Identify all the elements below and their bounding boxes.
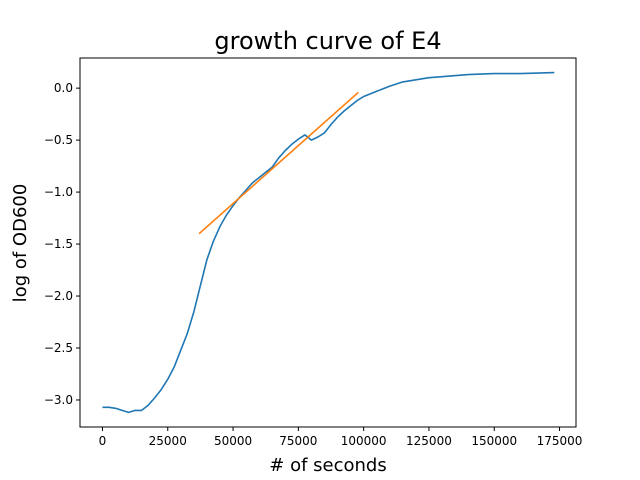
y-tick-label: −2.0	[44, 289, 73, 303]
x-tick-label: 25000	[149, 434, 187, 448]
x-tick-label: 0	[99, 434, 107, 448]
y-axis: 0.0 −0.5 −1.0 −1.5 −2.0 −2.5 −3.0	[44, 81, 80, 407]
y-tick-label: −3.0	[44, 393, 73, 407]
y-tick-label: −1.5	[44, 237, 73, 251]
y-tick-label: −2.5	[44, 341, 73, 355]
x-tick-label: 175000	[537, 434, 583, 448]
x-tick-label: 125000	[406, 434, 452, 448]
x-tick-label: 50000	[214, 434, 252, 448]
y-axis-label: log of OD600	[10, 184, 31, 303]
chart-title: growth curve of E4	[214, 27, 441, 55]
y-tick-label: 0.0	[54, 81, 73, 95]
plot-area	[79, 57, 577, 428]
series-line-linear-fit	[198, 91, 359, 235]
series-line-growth-curve	[102, 71, 555, 414]
series-layer	[102, 71, 555, 414]
x-axis-label: # of seconds	[269, 455, 386, 476]
y-tick-label: −0.5	[44, 133, 73, 147]
x-tick-label: 75000	[279, 434, 317, 448]
y-tick-label: −1.0	[44, 185, 73, 199]
x-axis: 0 25000 50000 75000 100000 125000 150000 175000	[99, 427, 583, 448]
x-tick-label: 100000	[341, 434, 387, 448]
x-tick-label: 150000	[471, 434, 517, 448]
